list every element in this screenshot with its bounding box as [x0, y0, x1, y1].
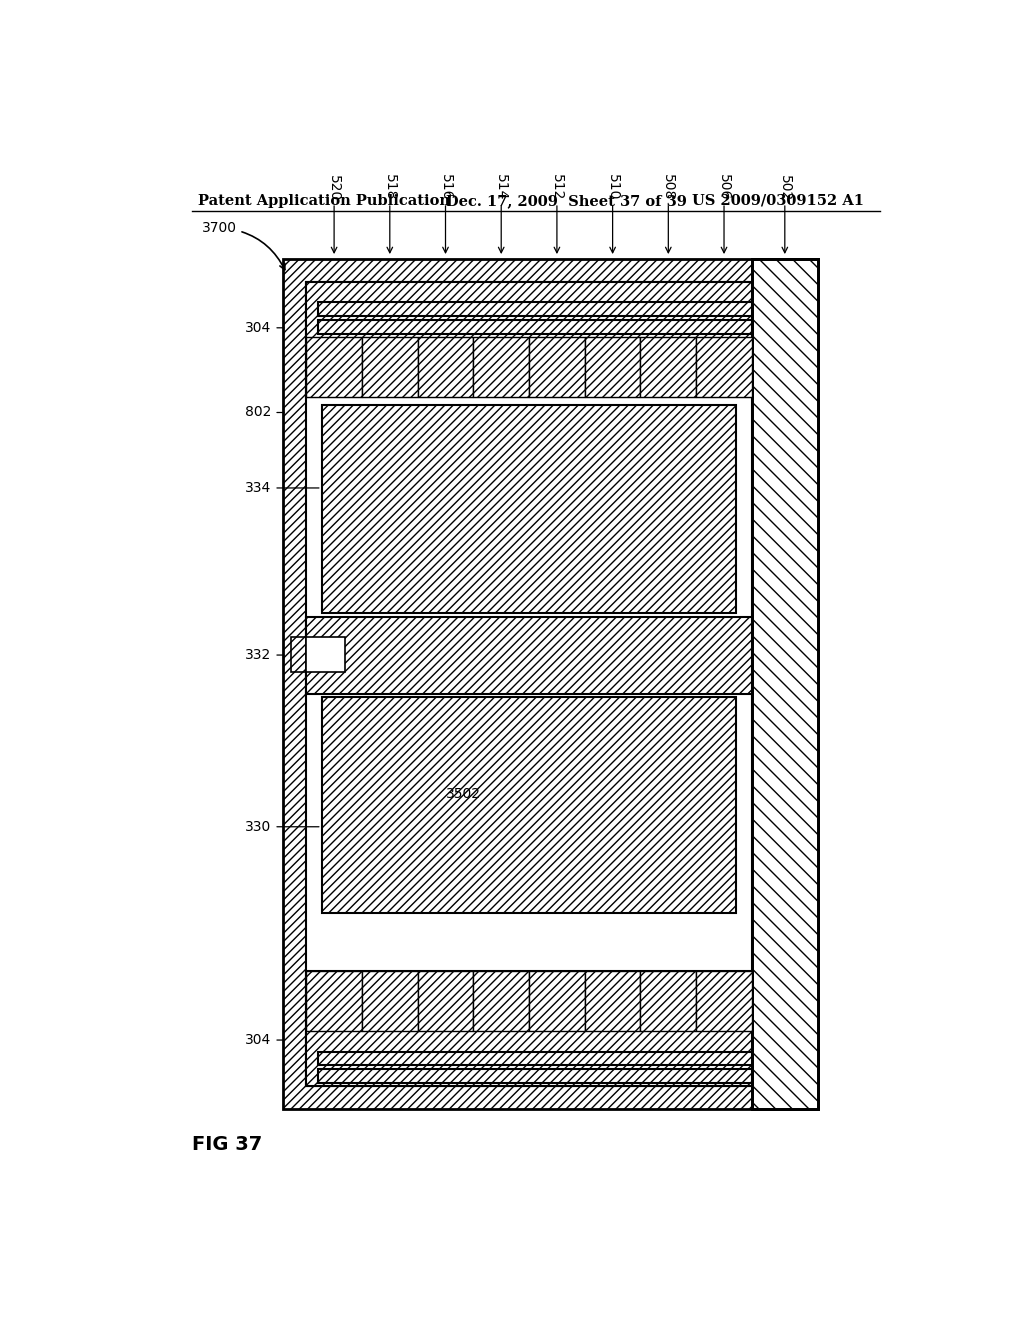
- Bar: [640, 970, 696, 1031]
- Bar: [529, 337, 585, 397]
- Text: 3502: 3502: [446, 788, 481, 801]
- Text: 502: 502: [778, 174, 792, 201]
- Bar: [317, 1069, 752, 1084]
- Bar: [306, 638, 345, 672]
- Bar: [361, 970, 418, 1031]
- Bar: [283, 259, 818, 1109]
- Bar: [306, 616, 752, 693]
- Bar: [585, 337, 640, 397]
- Bar: [473, 970, 529, 1031]
- Text: 518: 518: [383, 174, 397, 201]
- Text: 330: 330: [245, 820, 318, 834]
- Text: 304: 304: [245, 1034, 284, 1047]
- Bar: [306, 970, 752, 1086]
- Text: 332: 332: [245, 648, 284, 663]
- Text: Dec. 17, 2009  Sheet 37 of 39: Dec. 17, 2009 Sheet 37 of 39: [445, 194, 687, 207]
- Bar: [291, 638, 306, 672]
- Bar: [317, 1052, 752, 1065]
- Bar: [306, 970, 361, 1031]
- Bar: [696, 337, 752, 397]
- Bar: [322, 405, 736, 612]
- Bar: [317, 302, 752, 317]
- Text: 802: 802: [245, 405, 284, 420]
- Text: 334: 334: [245, 480, 318, 495]
- Bar: [317, 321, 752, 334]
- Text: 3700: 3700: [202, 220, 285, 269]
- Text: FIG 37: FIG 37: [191, 1134, 262, 1154]
- Text: 508: 508: [662, 174, 675, 201]
- Bar: [306, 281, 752, 397]
- Text: 514: 514: [495, 174, 508, 201]
- Bar: [306, 337, 361, 397]
- Bar: [361, 337, 418, 397]
- Text: 516: 516: [438, 174, 453, 201]
- Text: Patent Application Publication: Patent Application Publication: [198, 194, 450, 207]
- Bar: [473, 337, 529, 397]
- Text: 304: 304: [245, 321, 284, 335]
- Bar: [418, 337, 473, 397]
- Text: 506: 506: [717, 174, 731, 201]
- Bar: [752, 259, 818, 1109]
- Bar: [529, 970, 585, 1031]
- Bar: [306, 281, 752, 1086]
- Text: US 2009/0309152 A1: US 2009/0309152 A1: [692, 194, 864, 207]
- Text: 520: 520: [327, 174, 341, 201]
- Text: 510: 510: [605, 174, 620, 201]
- Bar: [585, 970, 640, 1031]
- Bar: [418, 970, 473, 1031]
- Bar: [322, 697, 736, 913]
- Bar: [640, 337, 696, 397]
- Bar: [696, 970, 752, 1031]
- Bar: [752, 259, 818, 1109]
- Text: 512: 512: [550, 174, 564, 201]
